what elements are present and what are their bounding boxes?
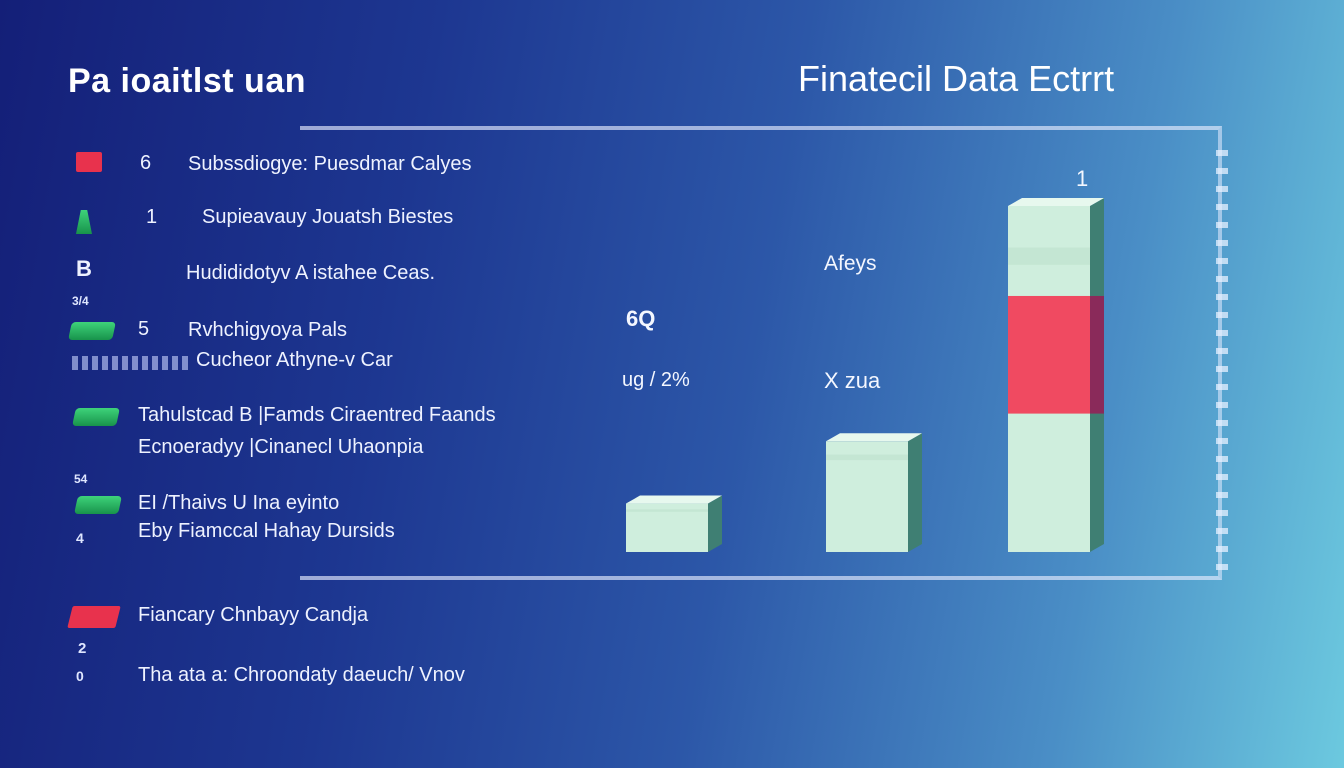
bar-band xyxy=(1008,247,1090,265)
legend-number: 5 xyxy=(138,318,150,340)
axis-ticks xyxy=(1216,150,1228,570)
legend-label: Ecnoeradyy |Cinanecl Uhaonpia xyxy=(138,436,424,458)
bar-band xyxy=(826,454,908,461)
chart-annotation: 6Q xyxy=(626,306,655,331)
chart-annotation: X zua xyxy=(824,368,881,393)
legend-label: Eby Fiamccal Hahay Dursids xyxy=(138,520,395,542)
legend-marker-green xyxy=(76,210,92,234)
legend-label: Supieavauy Jouatsh Biestes xyxy=(202,206,454,228)
legend-label: Tha ata a: Chroondaty daeuch/ Vnov xyxy=(138,664,465,686)
legend-marker-lines xyxy=(72,356,192,370)
bar-side xyxy=(908,433,922,552)
bar-side xyxy=(708,495,722,552)
chart-annotation: ug / 2% xyxy=(622,369,690,391)
legend-label: Fiancary Chnbayy Candja xyxy=(138,604,369,626)
legend-label: Rvhchigyoya Pals xyxy=(188,319,347,341)
side-number: 54 xyxy=(74,472,88,486)
legend-label: EI /Thaivs U Ina eyinto xyxy=(138,492,340,514)
bar-highlight-side xyxy=(1090,295,1104,414)
side-number: 4 xyxy=(76,530,84,546)
legend: 6 Subssdiogye: Puesdmar Calyes 1 Supieav… xyxy=(0,0,560,768)
legend-label: Cucheor Athyne-v Car xyxy=(196,349,393,371)
legend-label: Subssdiogye: Puesdmar Calyes xyxy=(188,153,472,175)
legend-marker-red xyxy=(76,152,102,172)
legend-label: Tahulstcad B |Famds Ciraentred Faands xyxy=(138,404,496,426)
chart-annotation: 1 xyxy=(1076,166,1088,191)
legend-number: 6 xyxy=(140,152,152,174)
legend-number: B xyxy=(76,256,92,281)
bar-top xyxy=(1008,198,1104,206)
chart-annotation: Afeys xyxy=(824,252,877,275)
bar-highlight xyxy=(1008,295,1090,414)
legend-label: Hudididotyv A istahee Ceas. xyxy=(186,262,436,284)
chart-title: Finatecil Data Ectrrt xyxy=(798,58,1115,99)
bar-top xyxy=(826,433,922,442)
bar-top xyxy=(626,495,722,504)
bar-band xyxy=(626,509,708,512)
side-number: 0 xyxy=(76,668,84,684)
side-number: 2 xyxy=(78,640,87,657)
side-number: 3/4 xyxy=(72,294,89,308)
page-title: Pa ioaitlst uan xyxy=(68,62,306,100)
legend-number: 1 xyxy=(146,206,158,228)
